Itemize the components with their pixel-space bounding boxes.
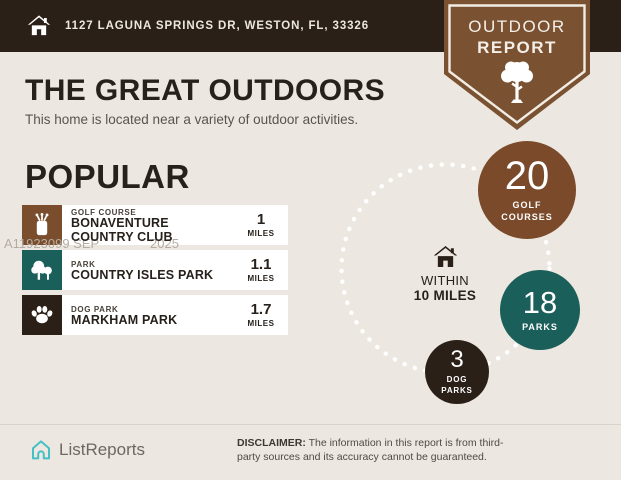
list-item-park: PARK COUNTRY ISLES PARK 1.1 MILES	[22, 250, 288, 290]
listreports-brand: ListReports	[30, 439, 145, 461]
item-distance-unit: MILES	[247, 319, 275, 328]
item-category: GOLF COURSE	[71, 207, 137, 217]
watermark-left: A11923099 SEP	[4, 236, 100, 251]
item-name: BONAVENTURE COUNTRY CLUB	[71, 215, 173, 244]
stat-label: PARKS	[522, 321, 558, 332]
item-distance-value: 1.1	[250, 256, 272, 273]
popular-heading: POPULAR	[25, 158, 190, 195]
badge-line2: REPORT	[477, 38, 557, 57]
stat-value: 20	[504, 154, 550, 199]
disclaimer-text: The information in this report is from t…	[237, 437, 504, 463]
item-name: MARKHAM PARK	[71, 312, 178, 327]
disclaimer: DISCLAIMER: The information in this repo…	[237, 437, 515, 464]
golf-category-tile	[22, 205, 62, 245]
item-distance-value: 1	[256, 211, 266, 228]
item-category: DOG PARK	[71, 304, 119, 314]
list-item-dog-park: DOG PARK MARKHAM PARK 1.7 MILES	[22, 295, 288, 335]
stat-value: 3	[450, 346, 464, 374]
outdoor-report-badge: OUTDOOR REPORT	[444, 0, 590, 132]
item-name: COUNTRY ISLES PARK	[71, 267, 214, 282]
listreports-logo-icon	[32, 440, 50, 460]
page-subtitle: This home is located near a variety of o…	[25, 112, 359, 127]
park-category-tile	[22, 250, 62, 290]
golf-bag-icon	[35, 212, 49, 236]
house-icon	[433, 246, 457, 267]
stat-golf-courses: 20 GOLF COURSES	[478, 141, 576, 239]
disclaimer-label: DISCLAIMER:	[237, 437, 306, 449]
paw-icon	[31, 306, 53, 324]
property-address: 1127 LAGUNA SPRINGS DR, WESTON, FL, 3332…	[65, 20, 370, 32]
badge-title: OUTDOOR REPORT	[444, 17, 590, 58]
radius-center-label: WITHIN 10 MILES	[399, 245, 491, 303]
stat-label: GOLF COURSES	[501, 200, 553, 222]
stat-parks: 18 PARKS	[500, 270, 580, 350]
item-distance-unit: MILES	[247, 229, 275, 238]
stat-value: 18	[522, 284, 558, 320]
item-category: PARK	[71, 259, 96, 269]
list-item-golf-course: GOLF COURSE BONAVENTURE COUNTRY CLUB 1 M…	[22, 205, 288, 245]
item-distance-unit: MILES	[247, 274, 275, 283]
badge-line1: OUTDOOR	[468, 17, 566, 36]
house-icon	[27, 15, 51, 36]
mls-watermark: A11923099 SEP 2025	[0, 236, 200, 252]
footer: ListReports DISCLAIMER: The information …	[0, 424, 621, 480]
watermark-right: 2025	[150, 236, 179, 251]
item-distance-value: 1.7	[250, 301, 272, 318]
page-title: THE GREAT OUTDOORS	[25, 74, 385, 107]
dog-park-category-tile	[22, 295, 62, 335]
tree-icon	[501, 61, 533, 103]
stat-dog-parks: 3 DOG PARKS	[425, 340, 489, 404]
stat-label: DOG PARKS	[441, 375, 473, 395]
popular-list: GOLF COURSE BONAVENTURE COUNTRY CLUB 1 M…	[22, 205, 288, 340]
brand-name: ListReports	[59, 440, 145, 459]
radius-line1: WITHIN	[420, 273, 469, 288]
radius-line2: 10 MILES	[413, 288, 477, 303]
trees-icon	[31, 260, 52, 280]
